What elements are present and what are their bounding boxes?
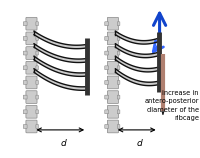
FancyBboxPatch shape (26, 76, 37, 89)
FancyBboxPatch shape (105, 22, 109, 26)
Polygon shape (34, 69, 87, 90)
FancyBboxPatch shape (117, 66, 120, 70)
FancyBboxPatch shape (26, 32, 37, 45)
FancyBboxPatch shape (36, 51, 38, 55)
Text: increase in
antero-posterior
diameter of the
ribcage: increase in antero-posterior diameter of… (144, 90, 199, 121)
FancyBboxPatch shape (36, 36, 38, 40)
FancyBboxPatch shape (23, 36, 27, 40)
FancyBboxPatch shape (105, 36, 109, 40)
Text: d: d (137, 139, 143, 148)
FancyBboxPatch shape (36, 125, 38, 128)
Polygon shape (34, 31, 87, 49)
FancyBboxPatch shape (105, 51, 109, 55)
FancyBboxPatch shape (107, 17, 118, 30)
FancyBboxPatch shape (117, 22, 120, 26)
FancyBboxPatch shape (23, 22, 27, 26)
FancyBboxPatch shape (107, 76, 118, 89)
FancyBboxPatch shape (26, 47, 37, 59)
Polygon shape (34, 44, 87, 63)
FancyBboxPatch shape (105, 81, 109, 84)
FancyBboxPatch shape (107, 32, 118, 45)
FancyBboxPatch shape (23, 81, 27, 84)
FancyBboxPatch shape (105, 125, 109, 128)
FancyBboxPatch shape (117, 36, 120, 40)
FancyBboxPatch shape (26, 17, 37, 30)
FancyBboxPatch shape (107, 61, 118, 74)
FancyBboxPatch shape (23, 95, 27, 99)
FancyBboxPatch shape (105, 95, 109, 99)
FancyBboxPatch shape (105, 66, 109, 70)
FancyBboxPatch shape (36, 110, 38, 114)
FancyBboxPatch shape (117, 110, 120, 114)
FancyBboxPatch shape (107, 105, 118, 118)
Text: d: d (60, 139, 66, 148)
FancyBboxPatch shape (36, 95, 38, 99)
FancyBboxPatch shape (26, 91, 37, 103)
FancyBboxPatch shape (107, 91, 118, 103)
FancyBboxPatch shape (23, 110, 27, 114)
FancyBboxPatch shape (117, 51, 120, 55)
FancyBboxPatch shape (117, 95, 120, 99)
FancyBboxPatch shape (36, 66, 38, 70)
FancyBboxPatch shape (107, 47, 118, 59)
FancyBboxPatch shape (36, 22, 38, 26)
Polygon shape (115, 31, 159, 44)
Polygon shape (115, 56, 159, 72)
FancyBboxPatch shape (36, 81, 38, 84)
FancyBboxPatch shape (26, 105, 37, 118)
FancyBboxPatch shape (107, 120, 118, 133)
FancyBboxPatch shape (117, 125, 120, 128)
FancyBboxPatch shape (105, 110, 109, 114)
Polygon shape (34, 56, 87, 76)
Polygon shape (115, 69, 159, 86)
FancyBboxPatch shape (23, 51, 27, 55)
FancyBboxPatch shape (23, 125, 27, 128)
FancyBboxPatch shape (23, 66, 27, 70)
Polygon shape (115, 44, 159, 58)
FancyBboxPatch shape (26, 120, 37, 133)
FancyBboxPatch shape (117, 81, 120, 84)
FancyBboxPatch shape (26, 61, 37, 74)
